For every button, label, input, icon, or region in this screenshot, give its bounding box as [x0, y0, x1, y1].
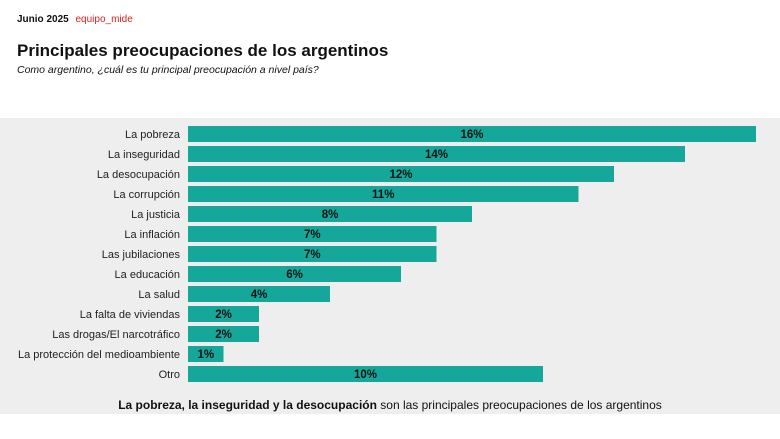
- data-label: 8%: [322, 209, 339, 221]
- category-label: La corrupción: [113, 189, 180, 201]
- data-label: 2%: [215, 309, 232, 321]
- category-label: Las jubilaciones: [102, 249, 181, 261]
- category-label: La inflación: [124, 229, 180, 241]
- data-label: 16%: [460, 129, 483, 141]
- data-label: 7%: [304, 229, 321, 241]
- category-label: La salud: [138, 289, 180, 301]
- data-label: 6%: [286, 269, 303, 281]
- data-label: 2%: [215, 329, 232, 341]
- category-label: Otro: [159, 369, 180, 381]
- header-bar: Junio 2025 equipo_mide: [17, 14, 133, 25]
- category-label: La desocupación: [97, 169, 180, 181]
- report-date: Junio 2025: [17, 14, 69, 25]
- category-label: La educación: [115, 269, 180, 281]
- category-label: La justicia: [131, 209, 181, 221]
- chart-footer: La pobreza, la inseguridad y la desocupa…: [0, 398, 780, 412]
- data-label: 14%: [425, 149, 448, 161]
- category-label: Las drogas/El narcotráfico: [52, 329, 180, 341]
- category-label: La protección del medioambiente: [18, 349, 180, 361]
- data-label: 12%: [389, 169, 412, 181]
- data-label: 1%: [197, 349, 214, 361]
- chart-subtitle: Como argentino, ¿cuál es tu principal pr…: [17, 64, 319, 76]
- chart-title: Principales preocupaciones de los argent…: [17, 41, 388, 61]
- data-label: 7%: [304, 249, 321, 261]
- footer-rest: son las principales preocupaciones de lo…: [377, 398, 662, 412]
- category-label: La pobreza: [125, 129, 181, 141]
- category-label: La falta de viviendas: [80, 309, 181, 321]
- data-label: 10%: [354, 369, 377, 381]
- brand-name: equipo_mide: [75, 14, 132, 25]
- data-label: 11%: [372, 189, 394, 201]
- data-label: 4%: [251, 289, 268, 301]
- category-label: La inseguridad: [108, 149, 180, 161]
- bar-chart: La pobreza 16% La inseguridad 14% La desocup…: [0, 118, 780, 398]
- footer-highlight: La pobreza, la inseguridad y la desocupa…: [118, 398, 377, 412]
